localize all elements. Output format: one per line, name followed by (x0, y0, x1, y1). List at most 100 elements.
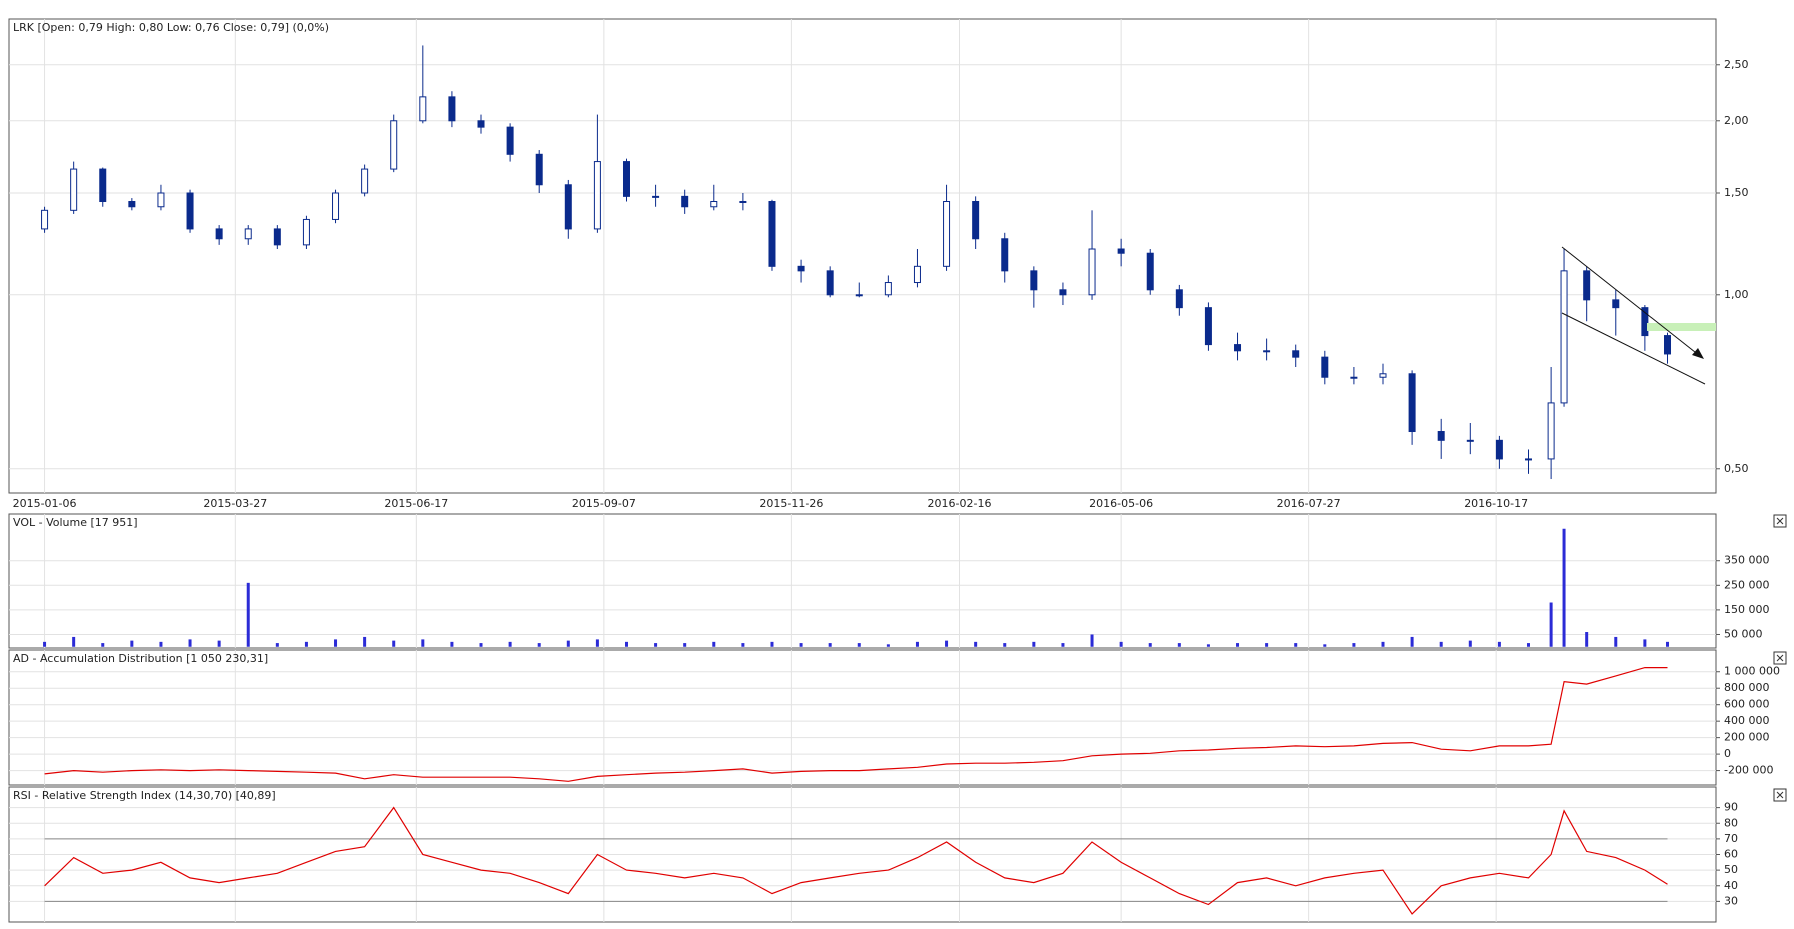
y-tick-label: 90 (1724, 801, 1738, 814)
volume-bar (712, 641, 716, 647)
x-tick-label: 2016-07-27 (1277, 497, 1341, 510)
trend-line-upper (1561, 246, 1701, 357)
volume-bar (741, 643, 745, 647)
drawing-overlay (1561, 246, 1787, 802)
y-tick-label: 0,50 (1724, 462, 1749, 475)
candle-body (1664, 335, 1672, 355)
candle-body (477, 120, 485, 128)
candle-body (972, 201, 980, 240)
volume-bar (857, 643, 861, 647)
price-zone (1647, 323, 1716, 331)
candle-body (1408, 373, 1416, 433)
trend-arrow (1692, 348, 1704, 359)
candle-body (1583, 270, 1591, 301)
candle-body (1560, 270, 1568, 404)
volume-bar (1294, 643, 1298, 647)
y-tick-label: 350 000 (1724, 554, 1770, 567)
candle-body (1175, 289, 1183, 309)
candle-body (1495, 439, 1503, 460)
volume-bar (1439, 641, 1443, 647)
close-buttons (1773, 514, 1787, 802)
y-tick-label: -200 000 (1724, 764, 1773, 777)
volume-bar (1562, 528, 1566, 647)
candle-body (855, 294, 863, 297)
y-tick-label: 250 000 (1724, 578, 1770, 591)
candle-body (1263, 350, 1271, 353)
candle-body (797, 265, 805, 272)
close-icon (1776, 654, 1784, 662)
candle-body (215, 228, 223, 240)
candle-body (1088, 248, 1096, 296)
candle-body (128, 201, 136, 208)
y-tick-label: 1,00 (1724, 288, 1749, 301)
candle-body (768, 201, 776, 267)
volume-bar (1265, 643, 1269, 647)
volume-bar (595, 639, 599, 647)
candle-body (1234, 344, 1242, 352)
volume-bar (1177, 643, 1181, 647)
candle-body (1292, 350, 1300, 358)
volume-bar (828, 643, 832, 647)
candle-body (1547, 402, 1555, 460)
candle-body (681, 195, 689, 208)
x-tick-label: 2016-10-17 (1464, 497, 1528, 510)
candle-body (1321, 356, 1329, 378)
candle-body (1117, 248, 1125, 254)
panel-frame (8, 513, 1717, 649)
x-tick-label: 2015-09-07 (572, 497, 636, 510)
volume-bar (770, 641, 774, 647)
candle-body (710, 201, 718, 208)
candle-body (1641, 307, 1649, 337)
volume-bar (43, 641, 47, 647)
volume-bar (1236, 643, 1240, 647)
volume-bar (1666, 641, 1670, 647)
volume-bar (1352, 643, 1356, 647)
volume-bar (1497, 641, 1501, 647)
candle-body (41, 209, 49, 230)
candle-body (99, 168, 107, 203)
volume-bar (275, 643, 279, 647)
candle-body (302, 218, 310, 246)
y-tick-label: 1 000 000 (1724, 665, 1780, 678)
volume-bar (363, 636, 367, 647)
volume-bar (304, 641, 308, 647)
candle-body (1524, 458, 1532, 461)
y-tick-label: 50 (1724, 863, 1738, 876)
volume-bar (421, 639, 425, 647)
volume-bar (1526, 643, 1530, 647)
candle-body (884, 282, 892, 296)
y-tick-label: 30 (1724, 894, 1738, 907)
volume-bar (1323, 644, 1327, 647)
y-tick-label: 40 (1724, 879, 1738, 892)
y-tick-label: 70 (1724, 832, 1738, 845)
volume-bar (1148, 643, 1152, 647)
x-tick-label: 2016-02-16 (928, 497, 992, 510)
volume-bar (566, 640, 570, 647)
panel-title: RSI - Relative Strength Index (14,30,70)… (13, 789, 276, 802)
indicator-line (44, 806, 1668, 915)
volume-bar (1549, 602, 1553, 647)
volume-bar (1090, 634, 1094, 647)
volume-bar (1119, 641, 1123, 647)
candle-body (70, 168, 78, 211)
volume-bar (450, 641, 454, 647)
y-tick-label: 2,00 (1724, 114, 1749, 127)
x-tick-label: 2015-03-27 (203, 497, 267, 510)
y-tick-label: 50 000 (1724, 627, 1763, 640)
candle-body (157, 192, 165, 208)
candle-body (1612, 299, 1620, 309)
y-tick-label: 800 000 (1724, 681, 1770, 694)
trend-line-lower (1561, 312, 1706, 385)
candle-body (1437, 431, 1445, 441)
volume-bar (1206, 644, 1210, 647)
candle-body (826, 270, 834, 296)
volume-bar (915, 641, 919, 647)
candle-body (739, 201, 747, 204)
y-tick-label: 0 (1724, 747, 1731, 760)
candle-body (1001, 238, 1009, 272)
candle-body (1350, 376, 1358, 379)
y-tick-label: 600 000 (1724, 698, 1770, 711)
indicator-line (44, 667, 1668, 782)
